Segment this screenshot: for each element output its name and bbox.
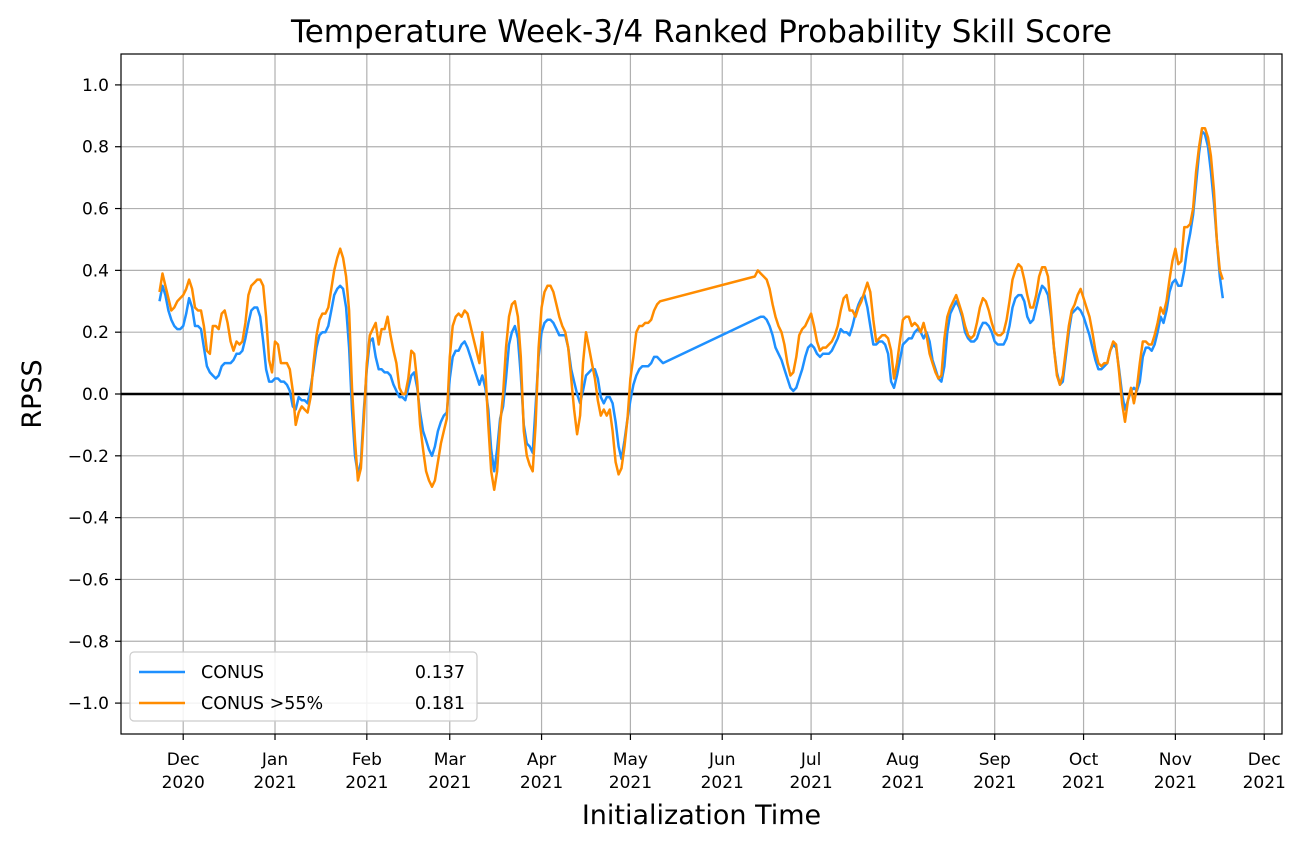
x-tick-month: Apr — [527, 750, 556, 770]
x-tick-month: Dec — [167, 750, 200, 770]
legend-box — [129, 651, 478, 722]
x-tick-month: Aug — [886, 750, 919, 770]
y-tick-label: −0.4 — [68, 509, 109, 529]
x-tick-month: Jun — [708, 750, 736, 770]
x-tick-year: 2021 — [345, 773, 388, 793]
x-tick-month: Sep — [979, 750, 1011, 770]
x-tick-month: Nov — [1159, 750, 1192, 770]
x-tick-month: Dec — [1248, 750, 1281, 770]
y-tick-label: 0.8 — [82, 138, 109, 158]
legend-series-value: 0.137 — [415, 663, 465, 683]
x-tick-month: Mar — [434, 750, 466, 770]
series-lines — [158, 126, 1225, 492]
y-axis-label: RPSS — [17, 359, 48, 428]
y-tick-label: 0.0 — [82, 385, 109, 405]
x-tick-year: 2021 — [1243, 773, 1286, 793]
x-tick-year: 2021 — [428, 773, 471, 793]
x-tick-month: Feb — [352, 750, 382, 770]
x-axis-ticks: Dec 2020 Jan 2021 Feb 2021 Mar 2021 Apr 2021 May 20… — [162, 734, 1286, 793]
y-tick-label: −0.8 — [68, 632, 109, 652]
legend: CONUS 0.137 CONUS >55% 0.181 — [129, 651, 478, 722]
y-tick-label: 0.6 — [82, 200, 109, 220]
x-tick-year: 2021 — [789, 773, 832, 793]
x-tick-year: 2021 — [609, 773, 652, 793]
y-tick-label: 0.2 — [82, 323, 109, 343]
x-tick-month: Jan — [261, 750, 288, 770]
x-tick-year: 2021 — [701, 773, 744, 793]
y-tick-label: 1.0 — [82, 76, 109, 96]
x-tick-year: 2021 — [1062, 773, 1105, 793]
chart-title: Temperature Week-3/4 Ranked Probability … — [290, 14, 1112, 50]
x-axis-label: Initialization Time — [582, 800, 821, 831]
y-tick-label: −0.6 — [68, 570, 109, 590]
x-tick-year: 2020 — [162, 773, 205, 793]
y-tick-label: −1.0 — [68, 694, 109, 714]
x-tick-year: 2021 — [881, 773, 924, 793]
x-tick-year: 2021 — [520, 773, 563, 793]
x-tick-month: Oct — [1069, 750, 1099, 770]
y-tick-label: −0.2 — [68, 447, 109, 467]
x-tick-year: 2021 — [973, 773, 1016, 793]
series-line-conus-55pct — [158, 126, 1224, 492]
x-tick-month: May — [613, 750, 648, 770]
x-tick-year: 2021 — [1154, 773, 1197, 793]
legend-series-name: CONUS >55% — [201, 694, 323, 714]
legend-series-value: 0.181 — [415, 694, 465, 714]
y-tick-label: 0.4 — [82, 261, 109, 281]
x-tick-year: 2021 — [253, 773, 296, 793]
legend-series-name: CONUS — [201, 663, 264, 683]
x-tick-month: Jul — [800, 750, 822, 770]
y-axis-ticks: −1.0 −0.8 −0.6 −0.4 −0.2 0.0 0.2 0.4 0.6 0.8 1.0 — [68, 76, 121, 714]
